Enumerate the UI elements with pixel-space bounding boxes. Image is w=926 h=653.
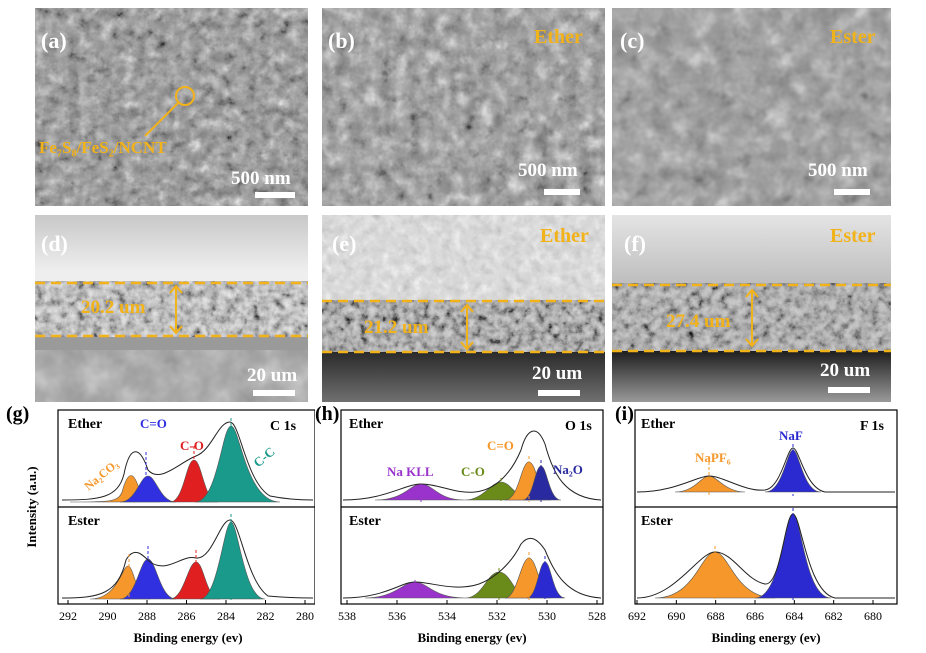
electrolyte-label-c: Ester <box>830 26 876 48</box>
thickness-label-d: 20.2 um <box>81 297 146 318</box>
x-axis-ticks-i: 692 690 688 686 684 682 680 <box>628 600 882 623</box>
sem-panel-a: (a) Fe₇S₈/FeS₂/NCNT 500 nm <box>35 8 308 206</box>
envelope-ester-g <box>61 519 314 599</box>
thickness-label-e: 21.2 um <box>364 317 429 338</box>
peak-c=o-ether <box>119 475 177 503</box>
peak-label-c=o-g: C=O <box>140 416 167 431</box>
xps-panel-i: (i) Ether Ester F 1s NaPF₆ NaF 692 690 688… <box>615 404 898 645</box>
peak-label-c-o-h: C-O <box>461 464 485 479</box>
sem-panel-f: (f) Ester 27.4 um 20 um <box>612 215 891 402</box>
peak-label-na2co3: Na₂CO₃ <box>81 457 121 494</box>
envelope-ether-h <box>342 430 602 501</box>
x-tick-label: 282 <box>257 609 275 623</box>
peak-label-c-c: C-C <box>250 444 277 470</box>
ester-label-i: Ester <box>641 514 673 529</box>
x-tick-label: 690 <box>667 609 685 623</box>
scale-label-f: 20 um <box>820 360 871 381</box>
panel-label-g: (g) <box>6 404 29 425</box>
x-tick-label: 686 <box>746 609 764 623</box>
scale-label-a: 500 nm <box>231 168 291 189</box>
thickness-label-f: 27.4 um <box>666 311 731 332</box>
x-tick-label: 692 <box>628 609 646 623</box>
sem-panel-d: (d) 20.2 um 20 um <box>35 215 308 402</box>
x-axis-label-i: Binding energy (ev) <box>711 630 820 645</box>
x-tick-label: 528 <box>588 609 606 623</box>
x-tick-label: 290 <box>99 609 117 623</box>
peak-c-c-ester <box>199 521 266 600</box>
envelope-ether-g <box>61 421 314 501</box>
peak-label-naf: NaF <box>779 428 803 443</box>
ester-label-h: Ester <box>349 514 381 529</box>
x-tick-label: 280 <box>296 609 314 623</box>
scale-bar-b <box>544 189 580 195</box>
core-label-h: O 1s <box>565 419 592 434</box>
x-axis-ticks-g: 292 290 288 286 284 282 280 <box>59 600 314 623</box>
panel-label-a: (a) <box>41 28 67 53</box>
peak-label-napf6: NaPF₆ <box>695 450 731 465</box>
x-tick-label: 682 <box>825 609 843 623</box>
panel-label-d: (d) <box>41 231 68 256</box>
panel-label-i: (i) <box>615 404 634 425</box>
peak-label-na2o: Na₂O <box>553 462 583 477</box>
x-tick-label: 534 <box>438 609 456 623</box>
ester-label-g: Ester <box>68 514 100 529</box>
x-tick-label: 680 <box>864 609 882 623</box>
x-tick-label: 286 <box>178 609 196 623</box>
x-tick-label: 284 <box>217 609 235 623</box>
envelope-ester-i <box>636 513 895 599</box>
scale-label-e: 20 um <box>532 363 583 384</box>
x-tick-label: 684 <box>785 609 803 623</box>
scale-label-d: 20 um <box>247 365 298 386</box>
xps-panel-h: (h) Ether Ester O 1s Na KLL C-O C=O Na₂O… <box>315 404 606 645</box>
electrolyte-label-e: Ether <box>540 225 589 247</box>
scale-bar-c <box>834 189 870 195</box>
peak-label-na-kll: Na KLL <box>387 464 434 479</box>
peak-c-c-ether <box>194 425 281 503</box>
peak-label-c-o-g: C-O <box>180 438 204 453</box>
composition-label: Fe₇S₈/FeS₂/NCNT <box>39 138 167 157</box>
sem-panel-c: (c) Ester 500 nm <box>612 8 891 206</box>
sem-texture-b <box>322 8 605 206</box>
x-tick-label: 536 <box>388 609 406 623</box>
x-axis-label-g: Binding energy (ev) <box>133 630 242 645</box>
y-axis-label-g: Intensity (a.u.) <box>24 466 39 547</box>
envelope-ether-i <box>636 447 895 493</box>
peak-na-kll-ether <box>374 483 466 501</box>
sem-texture-f <box>612 215 891 402</box>
ether-label-g: Ether <box>68 417 102 432</box>
scale-label-b: 500 nm <box>518 160 578 181</box>
panel-label-e: (e) <box>332 231 357 256</box>
panel-label-h: (h) <box>315 404 339 425</box>
sem-texture-a <box>35 8 308 206</box>
x-axis-label-h: Binding energy (ev) <box>417 630 526 645</box>
panel-label-b: (b) <box>328 28 355 53</box>
x-axis-ticks-h: 538 536 534 532 530 528 <box>338 600 606 623</box>
xps-panel-g: (g) Ether Ester C 1s Na₂CO₃ C=O C-O C-C … <box>6 404 315 645</box>
sem-texture-c <box>612 8 891 206</box>
x-tick-label: 688 <box>707 609 725 623</box>
scale-bar-d <box>253 390 295 396</box>
scale-bar-e <box>538 390 580 396</box>
x-tick-label: 292 <box>59 609 77 623</box>
electrolyte-label-b: Ether <box>534 26 583 48</box>
scale-bar-f <box>828 387 870 393</box>
core-label-i: F 1s <box>860 419 885 434</box>
scale-bar-a <box>255 192 295 198</box>
sem-panel-b: (b) Ether 500 nm <box>322 8 605 206</box>
sem-panel-e: (e) Ether 21.2 um 20 um <box>322 215 605 402</box>
x-tick-label: 532 <box>488 609 506 623</box>
core-label-g: C 1s <box>270 419 297 434</box>
envelope-ester-h <box>342 537 602 599</box>
panel-label-c: (c) <box>620 28 645 53</box>
x-tick-label: 288 <box>138 609 156 623</box>
x-tick-label: 530 <box>538 609 556 623</box>
x-tick-label: 538 <box>338 609 356 623</box>
ether-label-h: Ether <box>349 417 383 432</box>
sem-texture-d <box>35 215 308 402</box>
electrolyte-label-f: Ester <box>830 225 876 247</box>
peak-label-c=o-h: C=O <box>487 438 514 453</box>
ether-label-i: Ether <box>641 417 675 432</box>
panel-label-f: (f) <box>624 231 646 256</box>
scale-label-c: 500 nm <box>808 160 868 181</box>
